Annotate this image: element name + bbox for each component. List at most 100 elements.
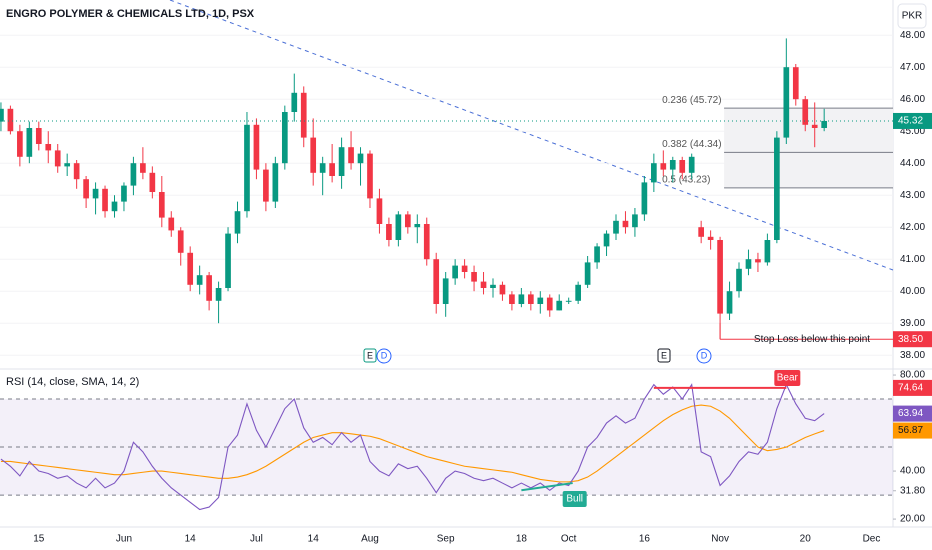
candle-body: [376, 198, 383, 224]
candle-body: [707, 236, 714, 240]
candle-body: [736, 268, 742, 292]
candle-body: [121, 185, 127, 202]
candle-body: [17, 131, 23, 157]
candle-body: [281, 112, 288, 164]
candle-body: [83, 179, 89, 199]
candle-body: [821, 120, 828, 128]
currency[interactable]: PKR: [902, 11, 923, 22]
candle-body: [651, 163, 657, 183]
candle-body: [679, 160, 686, 173]
event-label: E: [367, 350, 373, 360]
rsi-sma-line: [0, 404, 825, 483]
candle-body: [499, 284, 506, 295]
fib-label: 0.236 (45.72): [662, 95, 722, 106]
x-tick-label: Jul: [250, 534, 263, 545]
candle-body: [792, 67, 799, 100]
candle-body: [669, 160, 676, 170]
candle-body: [64, 163, 71, 167]
bear-box: [774, 370, 801, 386]
candle-body: [386, 224, 392, 240]
candle-body: [783, 67, 790, 138]
rsi-tick-label: 20.00: [900, 514, 925, 525]
candle-body: [774, 137, 780, 240]
rsi-value-box: [893, 379, 932, 396]
last-price-box: [893, 112, 932, 129]
bull-box: [562, 491, 587, 507]
y-tick-label: 43.00: [900, 190, 925, 201]
candle-body: [528, 294, 534, 304]
candle-body: [433, 259, 440, 304]
candle-body: [556, 300, 563, 311]
candle-body: [546, 297, 553, 311]
candle-body: [168, 217, 175, 231]
y-tick-label: 44.00: [900, 158, 925, 169]
y-tick-label: 38.00: [900, 350, 925, 361]
candle-body: [300, 92, 307, 138]
candle-body: [35, 128, 42, 144]
event-badge: [696, 348, 712, 364]
candle-body: [234, 211, 241, 234]
rsi-value-box: [893, 405, 932, 422]
candle-body: [764, 240, 771, 263]
candle-body: [140, 163, 146, 173]
candle-body: [26, 128, 33, 157]
stop-loss-label: 38.50: [898, 334, 923, 345]
fib-label: 0.382 (44.34): [662, 139, 722, 150]
rsi-line: [0, 383, 825, 511]
x-tick-label: Jun: [116, 534, 132, 545]
event-label: D: [701, 350, 708, 360]
candle-body: [196, 275, 203, 285]
candle-body: [632, 214, 638, 228]
candle-body: [755, 259, 761, 263]
candle-body: [187, 252, 194, 285]
stop-loss-box: [893, 331, 932, 348]
candle-body: [73, 163, 80, 180]
y-tick-label: 39.00: [900, 318, 925, 329]
x-tick-label: Oct: [561, 534, 577, 545]
candle-body: [225, 233, 231, 288]
candle-body: [471, 272, 477, 282]
event-label: E: [661, 350, 667, 360]
candle-body: [537, 297, 544, 304]
candle-body: [92, 188, 99, 199]
candle-body: [594, 246, 600, 263]
candle-body: [698, 227, 704, 237]
candle-body: [660, 163, 667, 170]
x-tick-label: 20: [800, 534, 812, 545]
candle-body: [726, 291, 733, 314]
candle-body: [310, 137, 317, 173]
candle-body: [461, 265, 468, 272]
candle-body: [338, 147, 345, 176]
event-label: D: [381, 350, 388, 360]
x-tick-label: 14: [308, 534, 320, 545]
candle-body: [452, 265, 458, 279]
candle-body: [603, 233, 610, 247]
rsi-tick-label: 80.00: [900, 370, 925, 381]
candle-body: [102, 188, 108, 212]
x-tick-label: Sep: [437, 534, 455, 545]
candle-body: [45, 144, 52, 151]
y-tick-label: 40.00: [900, 286, 925, 297]
y-tick-label: 46.00: [900, 94, 925, 105]
bear-label: Bear: [777, 373, 799, 384]
x-tick-label: Nov: [711, 534, 729, 545]
y-tick-label: 45.00: [900, 126, 925, 137]
candle-body: [7, 108, 14, 132]
candle-body: [414, 224, 421, 228]
candle-body: [367, 153, 373, 199]
candle-body: [206, 275, 212, 301]
candle-body: [802, 99, 809, 125]
candle-body: [54, 150, 61, 167]
candle-body: [565, 300, 572, 302]
currency-button[interactable]: [897, 3, 927, 29]
x-tick-label: 14: [185, 534, 197, 545]
event-badge: [376, 348, 392, 364]
candle-body: [244, 124, 250, 212]
candle-body: [641, 182, 648, 215]
candle-body: [395, 214, 402, 240]
x-tick-label: 18: [516, 534, 528, 545]
candle-body: [688, 156, 695, 173]
x-tick-label: 16: [639, 534, 651, 545]
